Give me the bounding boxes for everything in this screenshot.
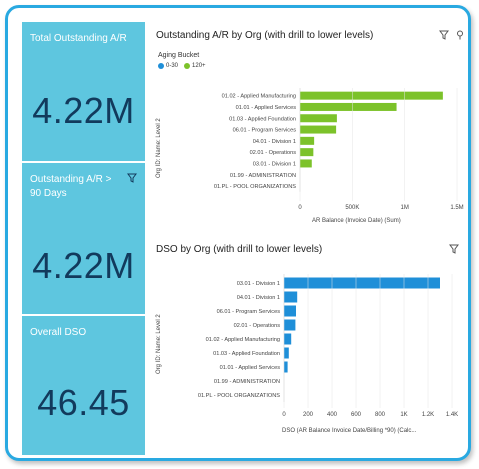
category-label: 01.03 - Applied Foundation [213, 351, 280, 357]
bar [284, 333, 292, 345]
bar [284, 361, 288, 373]
bar [300, 125, 337, 134]
category-label: 01.01 - Applied Services [236, 105, 297, 111]
legend-label: 120+ [192, 63, 206, 69]
category-label: 02.01 - Operations [250, 150, 297, 156]
category-label: 04.01 - Division 1 [237, 295, 280, 301]
kpi-value: 4.22M [32, 90, 135, 131]
dashboard-frame: Total Outstanding A/R 4.22M Outstanding … [5, 5, 471, 461]
kpi-title: Total Outstanding A/R [30, 33, 127, 44]
x-tick-label: 800 [375, 412, 386, 418]
dso-by-org-panel: DSO by Org (with drill to lower levels) … [154, 242, 468, 457]
legend-swatch [184, 63, 191, 69]
bar [300, 91, 443, 100]
bar [284, 319, 296, 331]
x-tick-label: 200 [303, 412, 314, 418]
category-label: 04.01 - Division 1 [253, 139, 296, 145]
legend-item[interactable]: 120+ [184, 63, 206, 69]
ar-bar-chart: 01.02 - Applied Manufacturing 01.01 - App… [214, 88, 464, 211]
bar [284, 305, 296, 317]
panel-title: Outstanding A/R by Org (with drill to lo… [156, 30, 374, 41]
x-tick-label: 1M [400, 205, 408, 211]
kpi-title: Overall DSO [30, 327, 87, 338]
x-tick-label: 600 [351, 412, 362, 418]
ar-by-org-panel: Outstanding A/R by Org (with drill to lo… [154, 28, 468, 238]
kpi-value: 46.45 [37, 382, 130, 423]
bar [300, 148, 314, 157]
bar [284, 347, 289, 359]
kpi-card-overall-dso[interactable]: Overall DSO 46.45 [22, 316, 145, 455]
x-tick-label: 500K [345, 205, 359, 211]
y-axis-label: Org ID: Name: Level 2 [156, 314, 162, 374]
category-label: 01.03 - Applied Foundation [229, 116, 296, 122]
x-axis-label: DSO (AR Balance Invoice Date/Billing *90… [282, 428, 417, 434]
x-axis-label: AR Balance (Invoice Date) (Sum) [312, 218, 401, 224]
legend-swatch [158, 63, 164, 69]
kpi-card-outstanding-90-days[interactable]: Outstanding A/R > 90 Days 4.22M [22, 163, 145, 314]
category-label: 01.PL - POOL ORGANIZATIONS [214, 184, 296, 190]
filter-icon[interactable] [127, 173, 137, 183]
filter-icon[interactable] [439, 30, 449, 40]
x-tick-label: 1.2K [422, 412, 434, 418]
x-tick-label: 0 [282, 412, 286, 418]
category-label: 03.01 - Division 1 [237, 281, 280, 287]
bar [300, 159, 312, 168]
bar [284, 277, 440, 289]
bar [284, 291, 298, 303]
category-label: 01.02 - Applied Manufacturing [206, 337, 280, 343]
legend-item[interactable]: 0-30 [158, 63, 178, 69]
category-label: 02.01 - Operations [234, 323, 281, 329]
chart-legend: 0-30 120+ [158, 63, 206, 69]
kpi-title: Outstanding A/R > 90 Days [30, 174, 112, 199]
category-label: 06.01 - Program Services [233, 128, 297, 134]
x-tick-label: 1.5M [450, 205, 463, 211]
filter-icon[interactable] [449, 244, 459, 254]
category-label: 01.99 - ADMINISTRATION [214, 379, 280, 385]
category-label: 01.01 - Applied Services [220, 365, 281, 371]
bar [300, 102, 397, 111]
category-label: 06.01 - Program Services [217, 309, 281, 315]
legend-title: Aging Bucket [158, 52, 200, 59]
panel-title: DSO by Org (with drill to lower levels) [156, 244, 323, 255]
legend-label: 0-30 [166, 63, 179, 69]
y-axis-label: Org ID: Name: Level 2 [156, 118, 162, 178]
category-label: 03.01 - Division 1 [253, 161, 296, 167]
kpi-value: 4.22M [32, 245, 135, 286]
dso-bar-chart: 03.01 - Division 1 04.01 - Division 1 06.0… [198, 274, 458, 418]
x-tick-label: 0 [298, 205, 302, 211]
category-label: 01.PL - POOL ORGANIZATIONS [198, 393, 280, 399]
bar [300, 136, 315, 145]
category-label: 01.99 - ADMINISTRATION [230, 173, 296, 179]
x-tick-label: 1.4K [446, 412, 458, 418]
category-label: 01.02 - Applied Manufacturing [222, 94, 296, 100]
x-tick-label: 1K [400, 412, 407, 418]
pin-icon[interactable] [455, 30, 465, 40]
bar [300, 114, 337, 123]
x-tick-label: 400 [327, 412, 338, 418]
kpi-card-total-outstanding[interactable]: Total Outstanding A/R 4.22M [22, 22, 145, 161]
